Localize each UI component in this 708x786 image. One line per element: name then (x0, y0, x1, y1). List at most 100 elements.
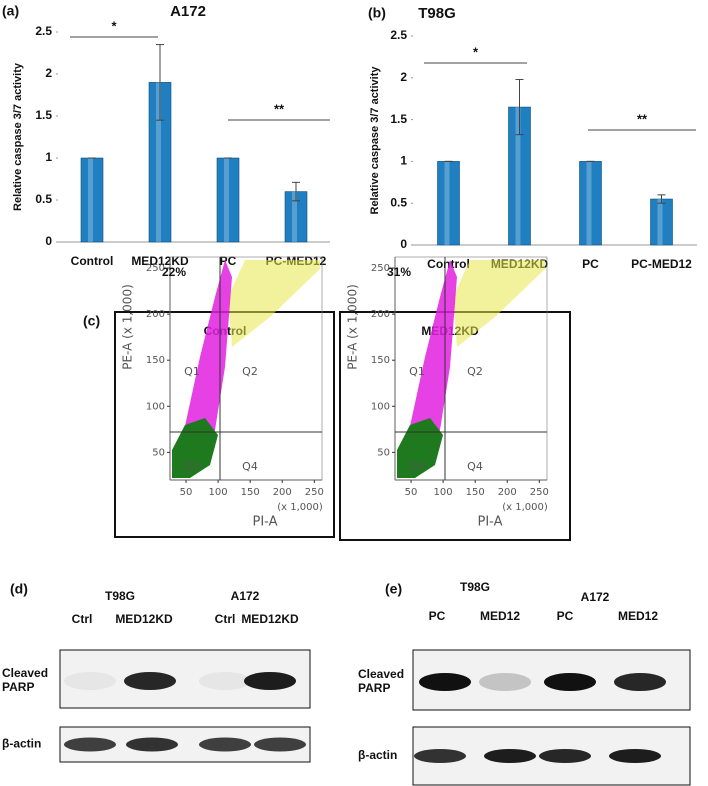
x-axis-unit: (x 1,000) (277, 502, 323, 513)
row-label: Cleaved (2, 666, 48, 680)
x-tick-label: 250 (530, 487, 549, 498)
plot-frame (394, 256, 548, 481)
bar-shine (586, 161, 592, 245)
lane-label: Ctrl (215, 612, 236, 626)
percentage-label: 31% (387, 265, 411, 279)
x-axis-unit: (x 1,000) (502, 502, 548, 513)
y-tick-label: 1.5 (390, 112, 407, 126)
lane-label: MED12KD (241, 612, 299, 626)
y-tick-label: 1.5 (35, 108, 52, 122)
y-tick-label: 0 (400, 237, 407, 251)
y-tick-label: 200 (371, 309, 390, 320)
x-tick-label: 150 (466, 487, 485, 498)
x-tick-label: PC (582, 257, 599, 271)
group-label: A172 (231, 589, 260, 603)
x-tick-label: 150 (241, 487, 260, 498)
chart-title: A172 (170, 3, 206, 20)
y-tick-label: 100 (371, 401, 390, 412)
population-dying (228, 260, 320, 347)
y-tick-label: 0.5 (390, 195, 407, 209)
lane-label: Ctrl (72, 612, 93, 626)
y-axis-label: Relative caspase 3/7 activity (369, 66, 381, 215)
error-bar (657, 194, 666, 204)
y-axis-label: PE-A (x 1,000) (346, 284, 360, 370)
bar-shine (156, 82, 161, 243)
group-label: A172 (581, 590, 610, 604)
significance-label: * (111, 18, 117, 33)
y-tick-label: 0 (45, 234, 52, 248)
blot-band (614, 673, 666, 691)
y-tick-label: 1 (400, 154, 407, 168)
error-bar (156, 44, 164, 121)
bar-shine (515, 107, 521, 245)
y-tick-label: 250 (371, 263, 390, 274)
x-tick-label: 250 (305, 487, 324, 498)
panel-label: (b) (368, 5, 386, 21)
y-tick-label: 50 (152, 447, 165, 458)
y-tick-label: 150 (146, 355, 165, 366)
y-tick-label: 2 (45, 66, 52, 80)
lane-label: MED12 (618, 609, 658, 623)
blot-band (64, 737, 116, 752)
blot-band (539, 749, 591, 763)
y-tick-label: 200 (146, 309, 165, 320)
y-axis-label: Relative caspase 3/7 activity (12, 62, 24, 211)
x-axis-label: PI-A (253, 515, 278, 530)
y-tick-label: 1 (45, 150, 52, 164)
significance-label: ** (637, 111, 648, 126)
blot-band (544, 673, 596, 691)
plot-frame (169, 256, 323, 481)
population-live (397, 418, 443, 478)
quadrant-label: Q1 (184, 365, 200, 378)
quadrant-label: Q3 (184, 460, 200, 473)
blot-band (199, 672, 251, 690)
x-tick-label: 100 (209, 487, 228, 498)
y-tick-label: 150 (371, 355, 390, 366)
panel-label: (d) (10, 581, 28, 597)
x-tick-label: 100 (434, 487, 453, 498)
panel-label: (a) (2, 3, 19, 19)
bar-shine (444, 161, 450, 245)
group-label: T98G (105, 589, 135, 603)
bar-shine (657, 199, 663, 245)
population-dying (453, 260, 545, 347)
quadrant-label: Q2 (467, 365, 483, 378)
group-label: T98G (460, 580, 490, 594)
row-label: PARP (358, 681, 390, 695)
quadrant-label: Q3 (409, 460, 425, 473)
y-tick-label: 250 (146, 263, 165, 274)
y-tick-label: 2.5 (35, 24, 52, 38)
blot-band (254, 737, 306, 752)
bar-shine (292, 191, 297, 242)
y-tick-label: 2 (400, 70, 407, 84)
panel-label: (e) (385, 581, 402, 597)
x-axis-label: PI-A (478, 515, 503, 530)
panel-label: (c) (83, 313, 100, 329)
blot-band (414, 749, 466, 763)
lane-label: PC (429, 609, 446, 623)
blot-band (484, 749, 536, 763)
row-label: β-actin (358, 748, 397, 762)
quadrant-label: Q1 (409, 365, 425, 378)
x-tick-label: 200 (273, 487, 292, 498)
chart-title: T98G (418, 5, 456, 22)
y-tick-label: 100 (146, 401, 165, 412)
x-tick-label: Control (71, 254, 114, 268)
x-tick-label: 200 (498, 487, 517, 498)
blot-band (126, 737, 178, 752)
blot-band (609, 749, 661, 763)
quadrant-label: Q4 (467, 460, 483, 473)
significance-label: ** (274, 101, 285, 116)
bar-shine (224, 158, 229, 242)
error-bar (515, 78, 524, 136)
x-tick-label: 50 (405, 487, 418, 498)
bar-shine (88, 158, 93, 242)
y-tick-label: 50 (377, 447, 390, 458)
blot-band (419, 673, 471, 691)
row-label: Cleaved (358, 667, 404, 681)
lane-label: MED12 (480, 609, 520, 623)
y-tick-label: 0.5 (35, 192, 52, 206)
row-label: β-actin (2, 737, 41, 751)
blot-band (64, 672, 116, 690)
